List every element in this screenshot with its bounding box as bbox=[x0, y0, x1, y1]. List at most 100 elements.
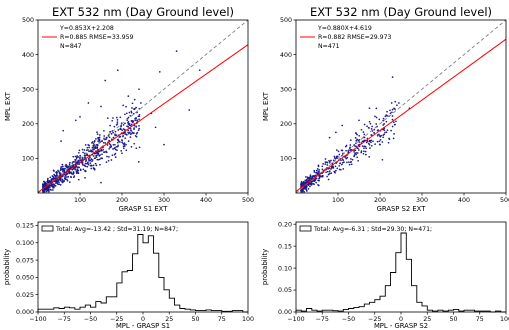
scatter-point bbox=[326, 170, 329, 173]
scatter-point bbox=[121, 152, 123, 155]
scatter-point bbox=[376, 140, 379, 143]
scatter-point bbox=[87, 149, 89, 151]
scatter-point bbox=[138, 127, 141, 130]
scatter-s1-legend-line-1: Y=0.853X+2.208 bbox=[59, 25, 114, 32]
scatter-point bbox=[124, 133, 127, 135]
scatter-point bbox=[356, 152, 359, 154]
scatter-point bbox=[127, 126, 130, 128]
scatter-s2-legend-line-1: Y=0.880X+4.619 bbox=[317, 25, 372, 32]
scatter-point bbox=[103, 135, 106, 137]
scatter-s2-title: EXT 532 nm (Day Ground level) bbox=[310, 5, 492, 19]
scatter-point bbox=[376, 134, 379, 137]
scatter-point bbox=[74, 163, 77, 166]
scatter-point bbox=[89, 164, 92, 167]
scatter-point bbox=[54, 177, 57, 179]
scatter-point bbox=[59, 169, 62, 172]
scatter-point bbox=[76, 161, 79, 164]
scatter-point bbox=[84, 144, 87, 146]
scatter-point bbox=[158, 71, 161, 73]
scatter-point bbox=[354, 149, 357, 152]
scatter-point bbox=[82, 168, 85, 171]
scatter-point bbox=[72, 172, 75, 175]
scatter-s2-frame bbox=[295, 19, 507, 194]
scatter-point bbox=[84, 176, 86, 179]
scatter-point bbox=[356, 147, 359, 150]
scatter-point bbox=[332, 165, 334, 168]
scatter-point bbox=[113, 125, 116, 128]
scatter-point bbox=[133, 124, 136, 127]
scatter-point bbox=[90, 150, 93, 153]
scatter-s1-legend-line-3: N=847 bbox=[60, 43, 82, 50]
scatter-s1-legend-line-2: R=0.885 RMSE=33.959 bbox=[60, 34, 134, 41]
scatter-point bbox=[382, 119, 384, 122]
scatter-point bbox=[326, 161, 329, 164]
scatter-point bbox=[64, 173, 66, 176]
scatter-point bbox=[350, 163, 353, 166]
scatter-point bbox=[133, 107, 136, 110]
scatter-point bbox=[357, 149, 360, 151]
scatter-point bbox=[46, 187, 49, 190]
scatter-point bbox=[367, 142, 370, 145]
scatter-point bbox=[122, 104, 125, 107]
scatter-point bbox=[334, 157, 337, 160]
x-tick-label: 100 bbox=[242, 316, 254, 323]
scatter-point bbox=[46, 180, 49, 182]
scatter-point bbox=[307, 188, 310, 190]
scatter-point bbox=[70, 176, 73, 179]
scatter-point bbox=[131, 102, 134, 105]
scatter-point bbox=[75, 157, 78, 160]
scatter-point bbox=[114, 130, 117, 133]
scatter-point bbox=[115, 116, 118, 119]
x-tick-label: 75 bbox=[218, 316, 226, 323]
scatter-point bbox=[340, 159, 342, 162]
scatter-point bbox=[366, 125, 368, 128]
scatter-s1-frame bbox=[37, 19, 249, 194]
scatter-point bbox=[79, 169, 82, 172]
scatter-point bbox=[351, 158, 354, 161]
scatter-point bbox=[114, 143, 116, 146]
scatter-point bbox=[363, 145, 366, 148]
scatter-point bbox=[69, 161, 71, 164]
scatter-point bbox=[63, 169, 66, 172]
scatter-point bbox=[138, 107, 141, 110]
scatter-point bbox=[135, 125, 138, 128]
scatter-point bbox=[44, 188, 47, 191]
scatter-point bbox=[354, 152, 356, 155]
scatter-point bbox=[55, 173, 58, 175]
scatter-point bbox=[92, 155, 95, 157]
scatter-point bbox=[116, 145, 119, 148]
scatter-point bbox=[314, 174, 317, 177]
scatter-point bbox=[373, 132, 375, 134]
scatter-point bbox=[135, 106, 137, 109]
scatter-point bbox=[76, 169, 78, 172]
scatter-point bbox=[52, 189, 54, 191]
scatter-point bbox=[317, 164, 320, 167]
scatter-point bbox=[301, 182, 303, 185]
scatter-point bbox=[391, 108, 394, 111]
scatter-point bbox=[133, 98, 136, 101]
scatter-point bbox=[92, 148, 94, 151]
scatter-point bbox=[324, 158, 327, 160]
scatter-point bbox=[348, 161, 350, 163]
scatter-s1-identity-line bbox=[37, 19, 249, 194]
scatter-point bbox=[326, 175, 328, 178]
scatter-point bbox=[363, 133, 366, 136]
scatter-point bbox=[135, 133, 138, 135]
scatter-s2-y-axis: 100 200 300 400 500 bbox=[280, 17, 296, 163]
histogram-s2-x-axis: −100 −75 −50 −25 0 25 50 75 100 bbox=[287, 312, 509, 323]
scatter-point bbox=[47, 177, 49, 180]
scatter-point bbox=[354, 137, 357, 139]
y-tick-label: 0.05 bbox=[278, 287, 292, 294]
scatter-point bbox=[108, 156, 110, 158]
scatter-point bbox=[346, 161, 348, 164]
scatter-panel-s1: EXT 532 nm (Day Ground level) 100 200 300 4… bbox=[4, 5, 254, 213]
scatter-point bbox=[130, 146, 133, 148]
scatter-point bbox=[375, 116, 378, 119]
scatter-point bbox=[94, 147, 97, 149]
scatter-point bbox=[315, 181, 318, 184]
scatter-point bbox=[130, 111, 133, 114]
scatter-point bbox=[106, 144, 109, 146]
scatter-point bbox=[394, 108, 396, 110]
y-tick-label: 0.00 bbox=[278, 309, 292, 316]
x-tick-label: −75 bbox=[316, 316, 329, 323]
